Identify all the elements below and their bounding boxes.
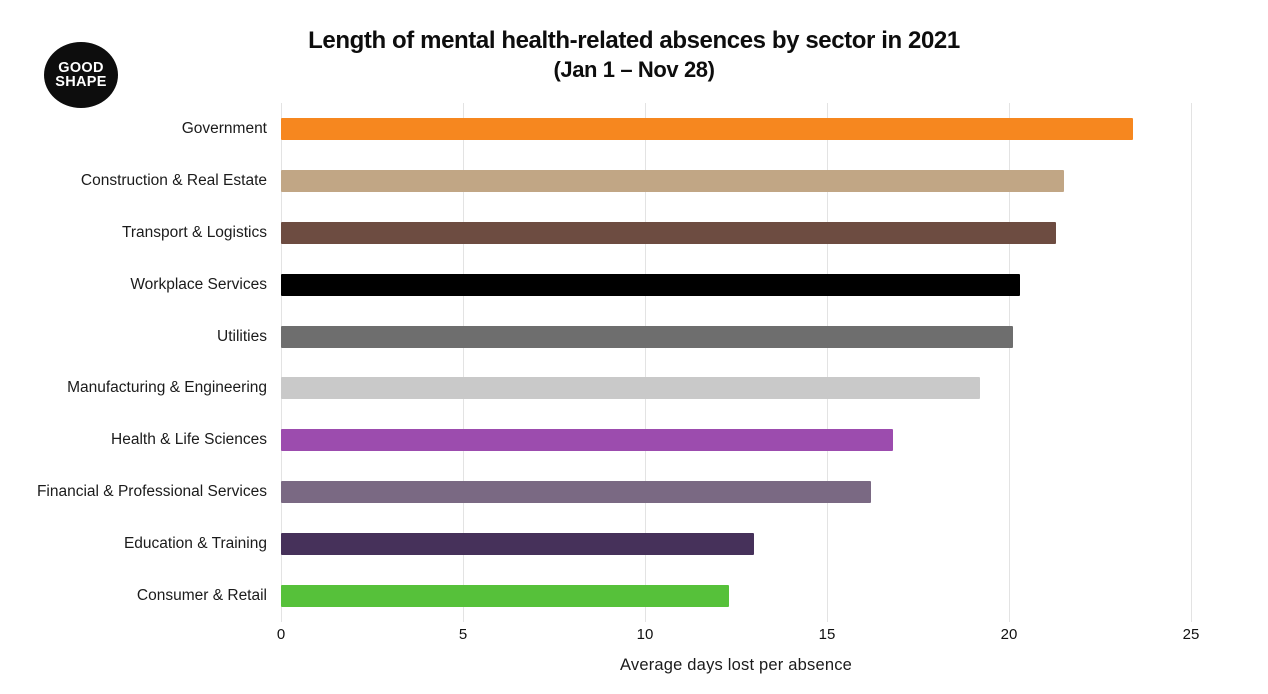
category-label-government: Government <box>181 119 267 137</box>
x-axis-title: Average days lost per absence <box>619 656 853 674</box>
category-label-health-life-sciences: Health & Life Sciences <box>111 431 267 449</box>
x-tick-label-25: 25 <box>1182 626 1200 643</box>
gridline-25 <box>1191 103 1192 622</box>
category-label-education-training: Education & Training <box>123 535 267 553</box>
x-tick-label-5: 5 <box>458 626 468 643</box>
plot-area <box>281 103 1192 622</box>
bar-construction-real-estate <box>281 169 1064 192</box>
x-tick-label-15: 15 <box>818 626 836 643</box>
category-label-construction-real-estate: Construction & Real Estate <box>80 171 267 189</box>
gridline-20 <box>1009 103 1010 622</box>
gridline-10 <box>645 103 646 622</box>
category-label-transport-logistics: Transport & Logistics <box>121 223 267 241</box>
category-label-consumer-retail: Consumer & Retail <box>136 587 267 605</box>
x-tick-label-10: 10 <box>636 626 654 643</box>
category-label-workplace-services: Workplace Services <box>130 275 267 293</box>
logo-text-line1: GOOD <box>58 60 104 76</box>
category-label-financial-professional-services: Financial & Professional Services <box>36 483 267 501</box>
x-tick-label-20: 20 <box>1000 626 1018 643</box>
bar-manufacturing-engineering <box>281 377 980 400</box>
bar-education-training <box>281 533 755 556</box>
gridline-0 <box>281 103 282 622</box>
x-tick-label-0: 0 <box>276 626 286 643</box>
bar-consumer-retail <box>281 585 729 608</box>
bar-health-life-sciences <box>281 429 893 452</box>
chart-title-line1: Length of mental health-related absences… <box>308 27 960 54</box>
bar-financial-professional-services <box>281 481 871 504</box>
chart-title-line2: (Jan 1 – Nov 28) <box>553 57 715 82</box>
bar-transport-logistics <box>281 221 1057 244</box>
logo-text-line2: SHAPE <box>55 74 107 90</box>
category-label-manufacturing-engineering: Manufacturing & Engineering <box>67 379 267 397</box>
gridline-15 <box>827 103 828 622</box>
chart-title: Length of mental health-related absences… <box>120 26 1148 84</box>
bar-government <box>281 117 1133 140</box>
category-label-utilities: Utilities <box>217 327 267 345</box>
bar-workplace-services <box>281 273 1020 296</box>
gridline-5 <box>463 103 464 622</box>
goodshape-logo: GOOD SHAPE <box>44 42 118 108</box>
bar-utilities <box>281 325 1013 348</box>
